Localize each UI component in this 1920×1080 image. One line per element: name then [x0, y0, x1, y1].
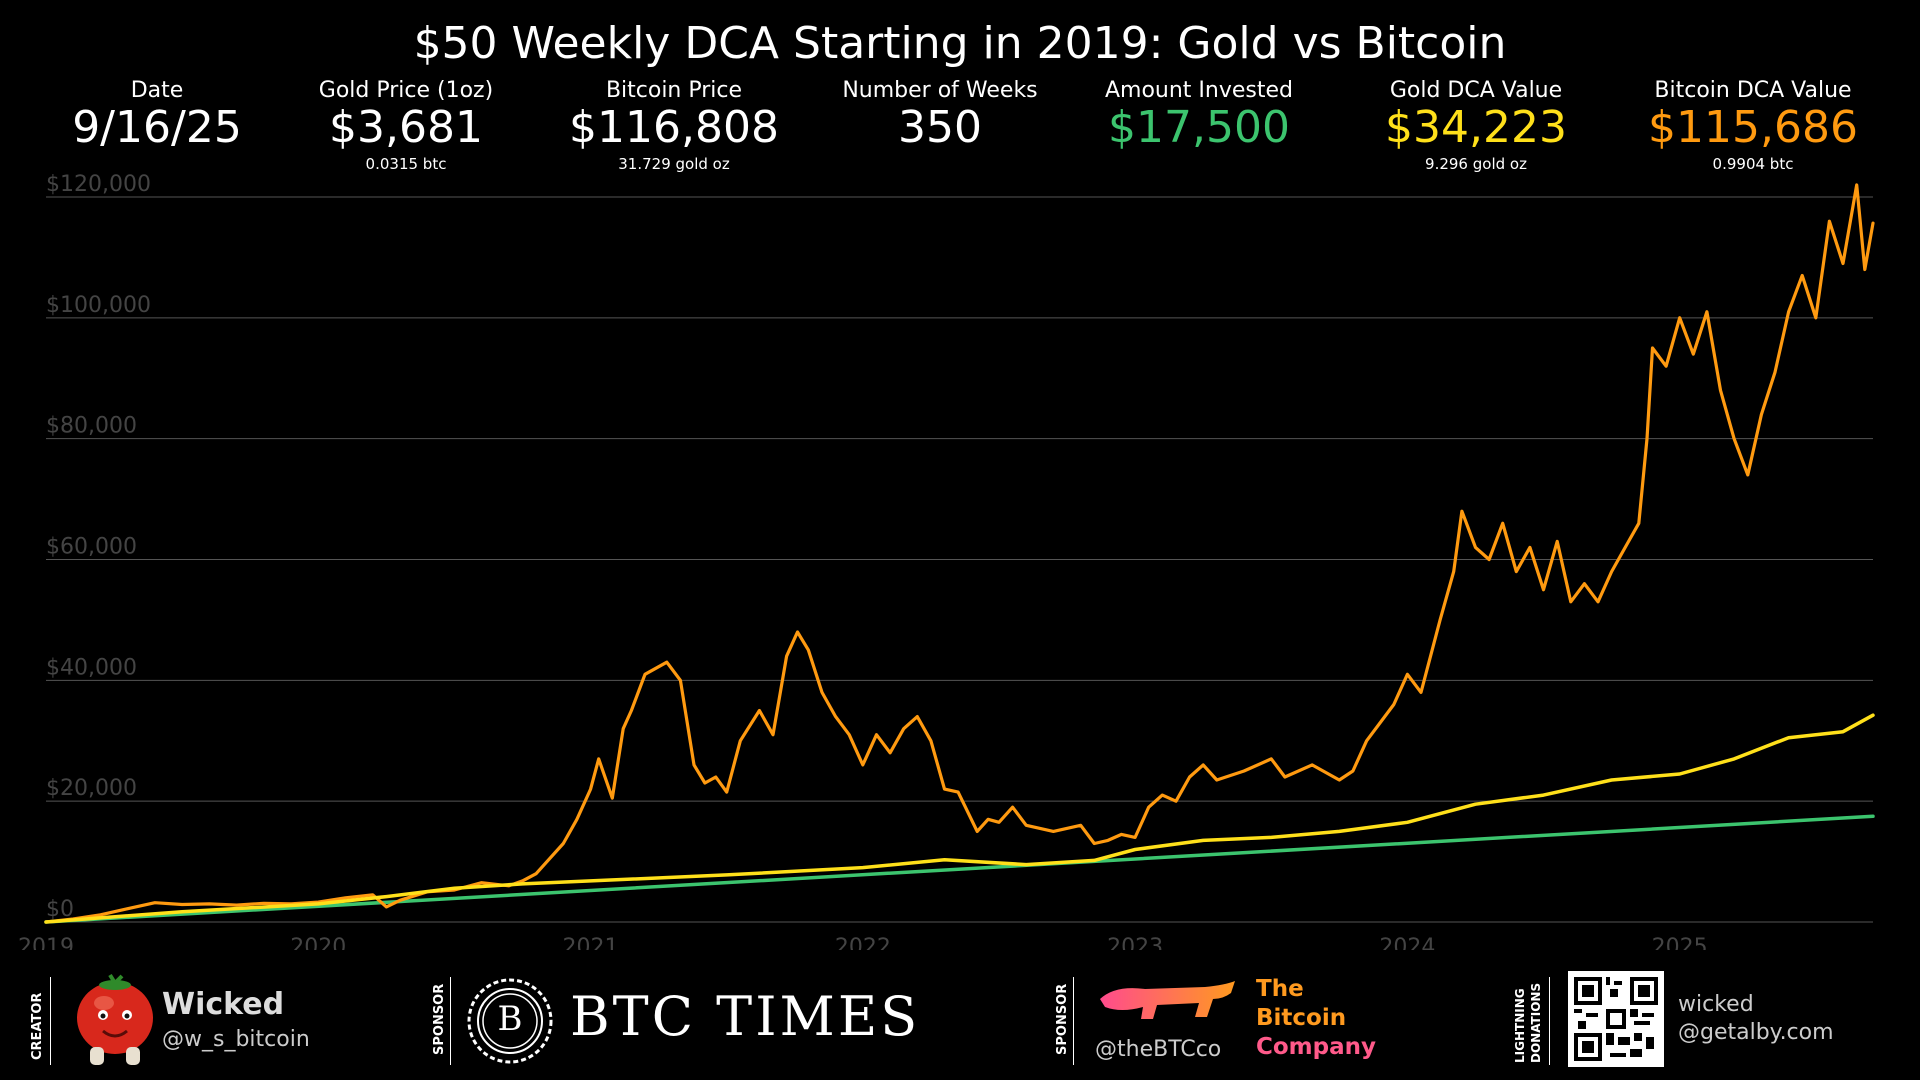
stat-label: Gold Price (1oz): [318, 78, 494, 103]
stat-label: Date: [130, 78, 184, 103]
stat-sub: 31.729 gold oz: [618, 155, 730, 173]
stat-sub: 9.296 gold oz: [1425, 155, 1527, 173]
sponsor-handle: @theBTCco: [1095, 1037, 1222, 1062]
series-line-gold-dca-value: [44, 713, 1875, 924]
stat-label: Bitcoin DCA Value: [1654, 78, 1852, 103]
stat-value: 9/16/25: [72, 102, 242, 153]
sponsor-divider: [450, 977, 451, 1065]
chart-title: $50 Weekly DCA Starting in 2019: Gold vs…: [413, 18, 1507, 69]
stat-gold-price: Gold Price (1oz) $3,681 0.0315 btc: [276, 78, 536, 173]
sponsor-label: SPONSOR: [1055, 983, 1070, 1055]
x-tick-label: 2025: [1652, 935, 1708, 950]
stat-amount-invested: Amount Invested $17,500: [1069, 78, 1329, 155]
creator-label: CREATOR: [30, 992, 45, 1060]
donation-user: wicked: [1678, 992, 1754, 1017]
stat-value: $115,686: [1648, 102, 1858, 153]
stat-value: $34,223: [1385, 102, 1567, 153]
stat-value: $3,681: [329, 102, 483, 153]
btc-times-logo: BTC TIMES: [570, 985, 921, 1048]
x-tick-label: 2024: [1379, 935, 1435, 950]
stat-value: $116,808: [569, 102, 779, 153]
donations-divider: [1549, 977, 1550, 1065]
y-tick-label: $40,000: [46, 655, 137, 680]
x-tick-label: 2019: [18, 935, 74, 950]
bitcoin-company-line1: The: [1256, 976, 1304, 1002]
y-tick-label: $120,000: [46, 172, 151, 197]
stat-value: $17,500: [1108, 102, 1290, 153]
stat-label: Amount Invested: [1104, 78, 1294, 103]
bitcoin-company-line3: Company: [1256, 1034, 1376, 1060]
btc-times-monogram: B: [497, 999, 523, 1039]
stat-label: Number of Weeks: [842, 78, 1038, 103]
bitcoin-company-line2: Bitcoin: [1256, 1005, 1347, 1031]
honey-badger-icon: [1095, 977, 1240, 1027]
stats-row: Date 9/16/25 Gold Price (1oz) $3,681 0.0…: [0, 78, 1920, 178]
stat-number-of-weeks: Number of Weeks 350: [810, 78, 1070, 155]
y-tick-label: $60,000: [46, 535, 137, 560]
stat-label: Gold DCA Value: [1389, 78, 1563, 103]
stat-gold-dca-value: Gold DCA Value $34,223 9.296 gold oz: [1346, 78, 1606, 173]
donation-domain: @getalby.com: [1678, 1020, 1834, 1045]
stat-label: Bitcoin Price: [605, 78, 743, 103]
stat-sub: 0.0315 btc: [365, 155, 447, 173]
sponsor-label: SPONSOR: [432, 983, 447, 1055]
creator-divider: [50, 977, 51, 1065]
dca-line-chart: $0$20,000$40,000$60,000$80,000$100,000$1…: [18, 172, 1875, 950]
creator-handle: @w_s_bitcoin: [162, 1027, 310, 1052]
donation-address: wicked @getalby.com: [1678, 991, 1834, 1047]
y-tick-label: $100,000: [46, 293, 151, 318]
stat-date: Date 9/16/25: [27, 78, 287, 155]
stat-bitcoin-dca-value: Bitcoin DCA Value $115,686 0.9904 btc: [1623, 78, 1883, 173]
sponsor-divider: [1073, 977, 1074, 1065]
creator-name: Wicked: [162, 987, 285, 1022]
stat-sub: 0.9904 btc: [1712, 155, 1794, 173]
donations-label: DONATIONS: [1529, 982, 1543, 1063]
x-tick-label: 2021: [563, 935, 619, 950]
bitcoin-company-logo: The Bitcoin Company: [1256, 975, 1376, 1062]
stat-value: 350: [898, 102, 982, 153]
y-tick-label: $80,000: [46, 414, 137, 439]
x-tick-label: 2023: [1107, 935, 1163, 950]
series-line-bitcoin-dca-value: [44, 183, 1875, 924]
y-tick-label: $20,000: [46, 776, 137, 801]
x-tick-label: 2020: [290, 935, 346, 950]
btc-times-seal-icon: [466, 977, 554, 1065]
stat-bitcoin-price: Bitcoin Price $116,808 31.729 gold oz: [544, 78, 804, 173]
footer-bar: CREATOR Wicked @w_s_bitcoin SPONSOR B BT…: [0, 965, 1920, 1075]
tomato-mascot-icon: [70, 973, 160, 1068]
qr-code-icon[interactable]: [1568, 971, 1664, 1067]
lightning-label: LIGHTNING: [1513, 988, 1527, 1063]
series-line-amount-invested: [44, 814, 1875, 924]
x-tick-label: 2022: [835, 935, 891, 950]
